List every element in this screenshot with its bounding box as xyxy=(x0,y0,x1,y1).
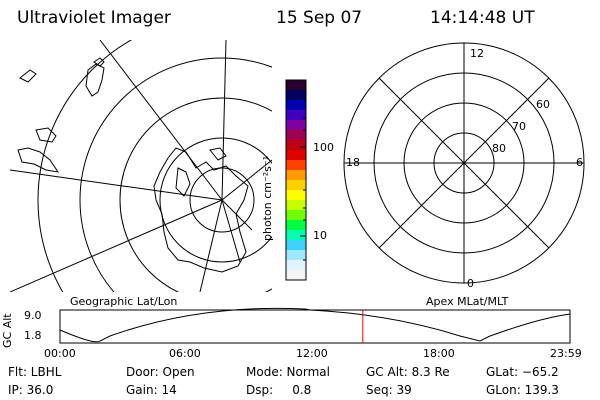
magnetic-panel-label: Apex MLat/MLT xyxy=(426,295,509,308)
door-info: Door: Open xyxy=(126,365,195,379)
date-label: 15 Sep 07 xyxy=(276,8,363,28)
colorbar-segment xyxy=(286,100,306,111)
altitude-plot-frame xyxy=(59,309,571,344)
gain-info: Gain: 14 xyxy=(126,383,177,397)
colorbar-unit-label: photon cm⁻²s⁻¹ xyxy=(261,155,274,241)
seq-info: Seq: 39 xyxy=(366,383,412,397)
mode-info: Mode: Normal xyxy=(246,365,330,379)
colorbar-segment xyxy=(286,230,306,241)
altitude-ytick-low: 1.8 xyxy=(24,329,42,342)
colorbar-segment xyxy=(286,270,306,281)
altitude-plot xyxy=(59,307,571,344)
colorbar-segment xyxy=(286,80,306,91)
colorbar-segment xyxy=(286,110,306,121)
time-label: 14:14:48 UT xyxy=(430,8,535,28)
mlat-label-70: 70 xyxy=(512,120,526,133)
mlt-label-18: 18 xyxy=(346,156,360,169)
glat-info: GLat: −65.2 xyxy=(486,365,559,379)
colorbar-segment xyxy=(286,200,306,211)
colorbar-segment xyxy=(286,120,306,131)
mlt-label-6: 6 xyxy=(576,156,583,169)
colorbar-segment xyxy=(286,140,306,151)
colorbar-segment xyxy=(286,180,306,191)
colorbar-segment xyxy=(286,220,306,231)
colorbar-tick-100: 100 xyxy=(313,141,334,154)
mlt-label-0: 0 xyxy=(467,277,474,290)
geographic-panel-label: Geographic Lat/Lon xyxy=(70,295,178,308)
colorbar-segment xyxy=(286,190,306,201)
filter-info: Flt: LBHL xyxy=(8,365,62,379)
dsp-info: Dsp: 0.8 xyxy=(246,383,312,397)
mlt-label-12: 12 xyxy=(470,47,484,60)
colorbar xyxy=(285,79,307,281)
mlat-label-60: 60 xyxy=(536,98,550,111)
geographic-map xyxy=(10,40,272,292)
altitude-ytick-high: 9.0 xyxy=(24,309,42,322)
colorbar-segment xyxy=(286,250,306,261)
colorbar-segment xyxy=(286,150,306,161)
altitude-xtick: 18:00 xyxy=(423,347,455,360)
colorbar-segment xyxy=(286,210,306,221)
altitude-ylabel: GC Alt xyxy=(1,313,14,348)
altitude-curve xyxy=(59,307,571,343)
colorbar-segment xyxy=(286,240,306,251)
altitude-xtick: 06:00 xyxy=(169,347,201,360)
colorbar-frame xyxy=(285,79,307,281)
colorbar-segment xyxy=(286,160,306,171)
ip-info: IP: 36.0 xyxy=(8,383,54,397)
altitude-xtick: 23:59 xyxy=(550,347,582,360)
gc-alt-info: GC Alt: 8.3 Re xyxy=(366,365,450,379)
colorbar-segment xyxy=(286,130,306,141)
colorbar-segment xyxy=(286,170,306,181)
magnetic-polar-plot xyxy=(343,42,585,284)
glon-info: GLon: 139.3 xyxy=(486,383,559,397)
altitude-xtick: 00:00 xyxy=(44,347,76,360)
mlat-label-80: 80 xyxy=(492,142,506,155)
colorbar-tick-10: 10 xyxy=(313,229,327,242)
altitude-xtick: 12:00 xyxy=(296,347,328,360)
colorbar-segment xyxy=(286,90,306,101)
instrument-title: Ultraviolet Imager xyxy=(17,8,171,28)
colorbar-segment xyxy=(286,260,306,271)
